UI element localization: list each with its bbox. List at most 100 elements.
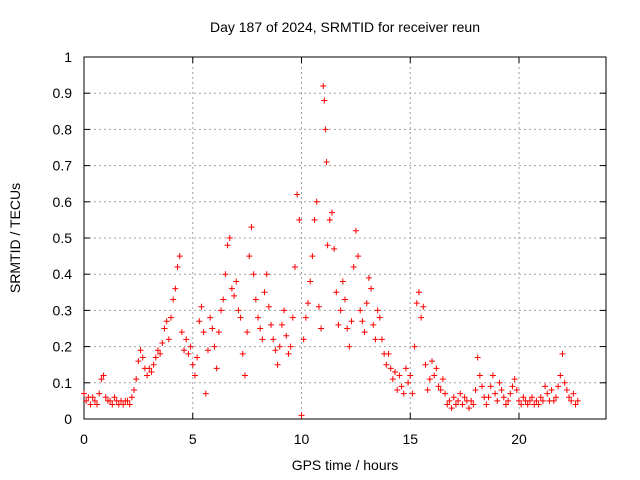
data-point <box>542 383 549 390</box>
data-point <box>378 336 385 343</box>
data-point <box>444 401 451 408</box>
data-point <box>91 397 98 404</box>
data-point <box>333 289 340 296</box>
data-point <box>572 401 579 408</box>
data-point <box>89 394 96 401</box>
x-tick-label: 15 <box>402 431 418 447</box>
data-point <box>228 285 235 292</box>
data-point <box>468 397 475 404</box>
data-point <box>387 365 394 372</box>
data-point <box>187 343 194 350</box>
data-point <box>313 198 320 205</box>
data-point <box>355 253 362 260</box>
data-point <box>376 314 383 321</box>
data-point <box>415 289 422 296</box>
data-point <box>100 372 107 379</box>
data-point <box>224 242 231 249</box>
data-point <box>405 379 412 386</box>
data-point <box>109 401 116 408</box>
data-point <box>450 394 457 401</box>
data-point <box>237 314 244 321</box>
data-point <box>252 296 259 303</box>
data-point <box>328 209 335 216</box>
data-point <box>402 365 409 372</box>
data-point <box>548 387 555 394</box>
data-point <box>559 350 566 357</box>
data-point <box>291 263 298 270</box>
data-point <box>498 387 505 394</box>
data-point <box>474 354 481 361</box>
data-point <box>126 401 133 408</box>
data-point <box>431 372 438 379</box>
data-point <box>250 271 257 278</box>
data-point <box>500 394 507 401</box>
data-point <box>550 397 557 404</box>
data-point <box>429 358 435 365</box>
data-point <box>148 368 155 375</box>
data-point <box>144 372 151 379</box>
data-point <box>526 397 533 404</box>
data-point <box>318 325 325 332</box>
axis-ticks: 00.10.20.30.40.50.60.70.80.910 5 10 15 20 <box>53 49 606 447</box>
data-point <box>487 383 494 390</box>
data-point <box>183 336 190 343</box>
data-point <box>483 401 490 408</box>
data-point <box>461 394 468 401</box>
data-point <box>165 336 172 343</box>
data-point <box>161 325 168 332</box>
data-point <box>505 397 512 404</box>
data-point <box>315 303 322 310</box>
data-point <box>176 253 183 260</box>
data-point <box>502 401 509 408</box>
data-point <box>359 318 366 325</box>
data-point <box>323 158 330 165</box>
data-point <box>220 296 227 303</box>
data-point <box>361 329 368 336</box>
data-point <box>422 361 429 368</box>
data-point <box>285 350 292 357</box>
data-point <box>296 216 303 223</box>
data-point <box>389 376 396 383</box>
data-point <box>563 387 570 394</box>
data-point <box>489 372 496 379</box>
y-tick-label: 0.1 <box>53 375 73 391</box>
data-point <box>274 361 281 368</box>
data-point <box>248 224 255 231</box>
data-point <box>259 336 266 343</box>
data-point <box>561 379 568 386</box>
data-point <box>81 390 87 397</box>
data-point <box>363 300 370 307</box>
data-point <box>394 387 401 394</box>
data-point <box>94 401 101 408</box>
data-point <box>350 263 357 270</box>
data-point <box>426 376 433 383</box>
data-point <box>335 321 342 328</box>
data-point <box>492 390 499 397</box>
data-point <box>294 191 301 198</box>
data-point <box>185 350 192 357</box>
data-point <box>159 339 166 346</box>
data-point <box>198 303 205 310</box>
data-point <box>533 397 540 404</box>
data-point <box>337 307 344 314</box>
data-point <box>544 390 551 397</box>
data-point <box>191 372 198 379</box>
data-point <box>298 412 305 419</box>
data-point <box>570 390 577 397</box>
data-point <box>137 347 144 354</box>
data-point <box>202 390 209 397</box>
data-point <box>174 263 181 270</box>
data-point <box>446 397 453 404</box>
data-point <box>172 285 179 292</box>
data-point <box>157 350 164 357</box>
data-point <box>344 325 351 332</box>
data-point <box>96 390 103 397</box>
data-point <box>418 314 425 321</box>
data-point <box>566 394 573 401</box>
data-point <box>300 336 307 343</box>
data-point <box>439 376 446 383</box>
data-point <box>511 376 518 383</box>
data-point <box>181 347 188 354</box>
data-point <box>516 397 522 404</box>
